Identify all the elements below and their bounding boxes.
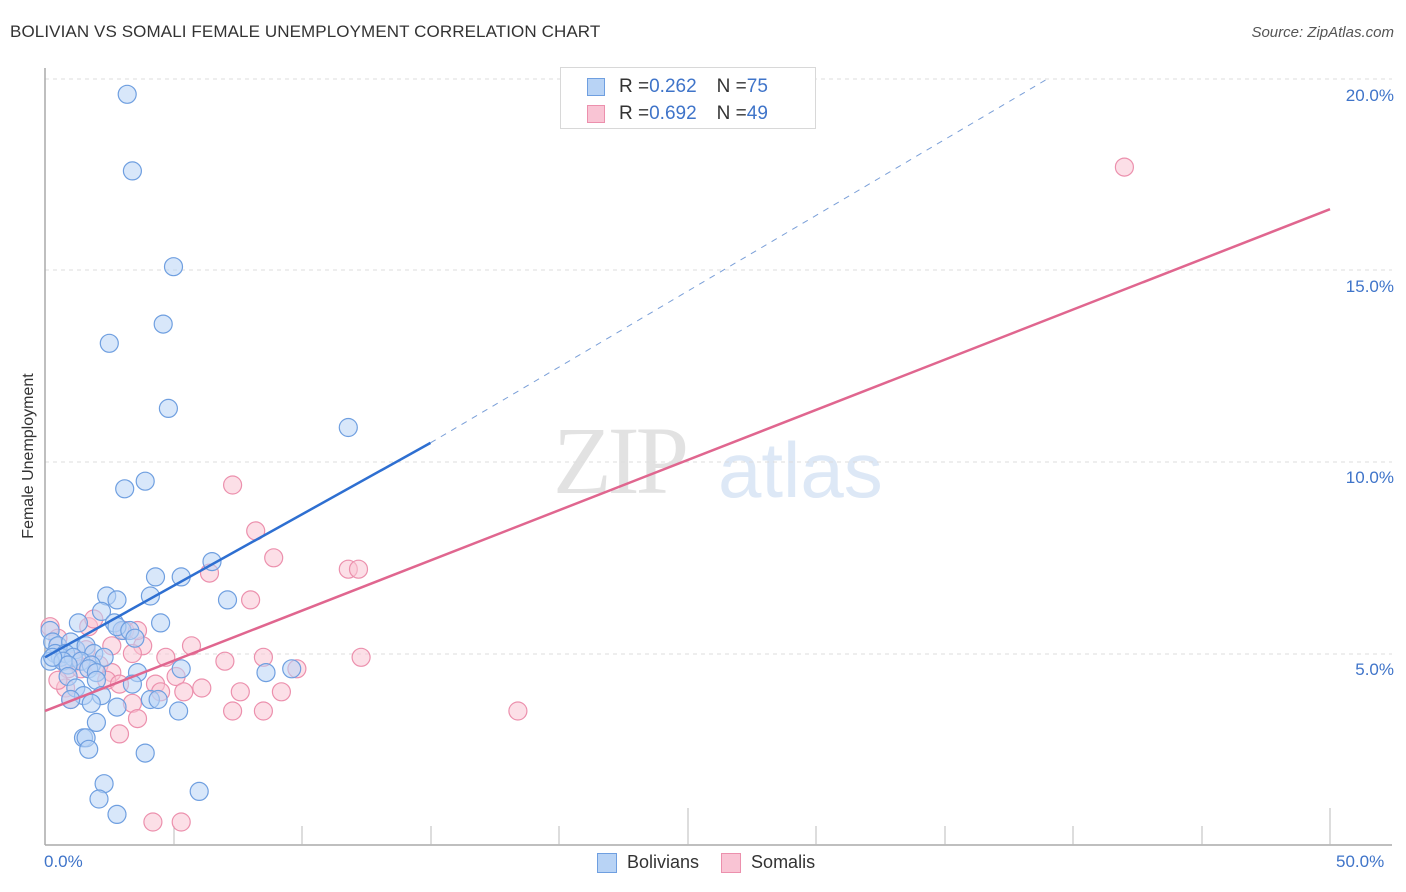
data-point [174, 682, 194, 702]
data-point [241, 590, 261, 610]
data-point [43, 647, 63, 667]
data-point [1114, 157, 1135, 177]
legend-label-bolivians: Bolivians [627, 852, 700, 872]
data-point [91, 601, 112, 622]
n-label: N = [716, 103, 747, 124]
somalis-trendline [44, 208, 1331, 713]
watermark-zip: ZIP [553, 407, 689, 514]
data-point [125, 628, 145, 648]
legend-row-bolivians: R = 0.262 N = 75 [587, 75, 768, 99]
data-point [223, 475, 243, 495]
data-point [217, 590, 238, 610]
data-point [189, 781, 209, 802]
data-point [89, 789, 109, 809]
data-point [115, 479, 135, 499]
chart-title: BOLIVIAN VS SOMALI FEMALE UNEMPLOYMENT C… [10, 22, 601, 41]
data-point [86, 712, 107, 733]
data-point [135, 471, 155, 491]
x-tick-min: 0.0% [44, 852, 83, 871]
data-point [153, 314, 173, 334]
y-tick-20: 20.0% [1345, 86, 1394, 105]
bolivians-swatch-icon [597, 852, 617, 873]
bolivian-points [40, 84, 358, 825]
n-value: 49 [746, 103, 768, 124]
data-point [171, 812, 191, 832]
somalis-swatch-icon [721, 852, 742, 873]
data-point [107, 590, 127, 610]
series-legend: Bolivians Somalis [597, 852, 837, 873]
data-point [143, 812, 163, 832]
data-point [122, 161, 142, 181]
data-point [117, 84, 137, 104]
somali-points [40, 157, 1135, 832]
data-point [169, 701, 189, 721]
data-point [145, 567, 166, 587]
bolivians-swatch-icon [587, 78, 605, 96]
r-label: R = [619, 103, 650, 124]
data-point [68, 613, 89, 633]
stats-legend: R = 0.262 N = 75 R = 0.692 N = 49 [560, 67, 816, 129]
data-point [148, 689, 168, 710]
source-label: Source: ZipAtlas.com [1251, 24, 1394, 41]
watermark-atlas: atlas [718, 426, 883, 514]
legend-item-somalis[interactable]: Somalis [721, 852, 815, 873]
data-point [282, 659, 302, 679]
data-point [109, 724, 130, 744]
data-point [223, 701, 243, 721]
n-label: N = [716, 76, 747, 97]
x-axis-ticks [173, 808, 1331, 845]
data-point [192, 678, 212, 698]
data-point [99, 333, 119, 353]
r-value: 0.262 [649, 76, 697, 97]
bolivians-trendline [44, 441, 432, 659]
data-point [215, 651, 235, 671]
data-point [264, 548, 284, 568]
data-point [338, 417, 358, 438]
data-point [107, 697, 127, 717]
r-value: 0.692 [649, 103, 697, 124]
data-point [508, 701, 528, 721]
data-point [135, 743, 155, 763]
trendlines [44, 78, 1331, 713]
data-point [81, 693, 101, 713]
x-tick-max: 50.0% [1336, 852, 1385, 871]
axes [44, 68, 1392, 846]
data-point [79, 739, 99, 759]
data-point [230, 682, 250, 702]
y-tick-10: 10.0% [1345, 468, 1394, 487]
data-point [107, 804, 127, 825]
gridlines [45, 78, 1392, 655]
data-point [253, 701, 273, 721]
data-point [171, 659, 191, 679]
bolivians-trendline-extension [430, 78, 1048, 444]
data-point [256, 662, 276, 683]
data-point [348, 559, 369, 579]
y-tick-5: 5.0% [1355, 660, 1394, 679]
data-point [271, 682, 291, 702]
y-axis-label: Female Unemployment [20, 373, 37, 539]
legend-item-bolivians[interactable]: Bolivians [597, 852, 699, 873]
legend-row-somalis: R = 0.692 N = 49 [587, 102, 768, 126]
data-point [151, 613, 171, 633]
data-point [351, 647, 371, 667]
legend-label-somalis: Somalis [751, 852, 816, 872]
data-point [158, 398, 178, 418]
somalis-swatch-icon [587, 105, 605, 123]
data-point [127, 708, 148, 729]
y-tick-15: 15.0% [1345, 277, 1394, 296]
n-value: 75 [746, 76, 768, 97]
r-label: R = [619, 76, 650, 97]
data-point [163, 257, 184, 277]
